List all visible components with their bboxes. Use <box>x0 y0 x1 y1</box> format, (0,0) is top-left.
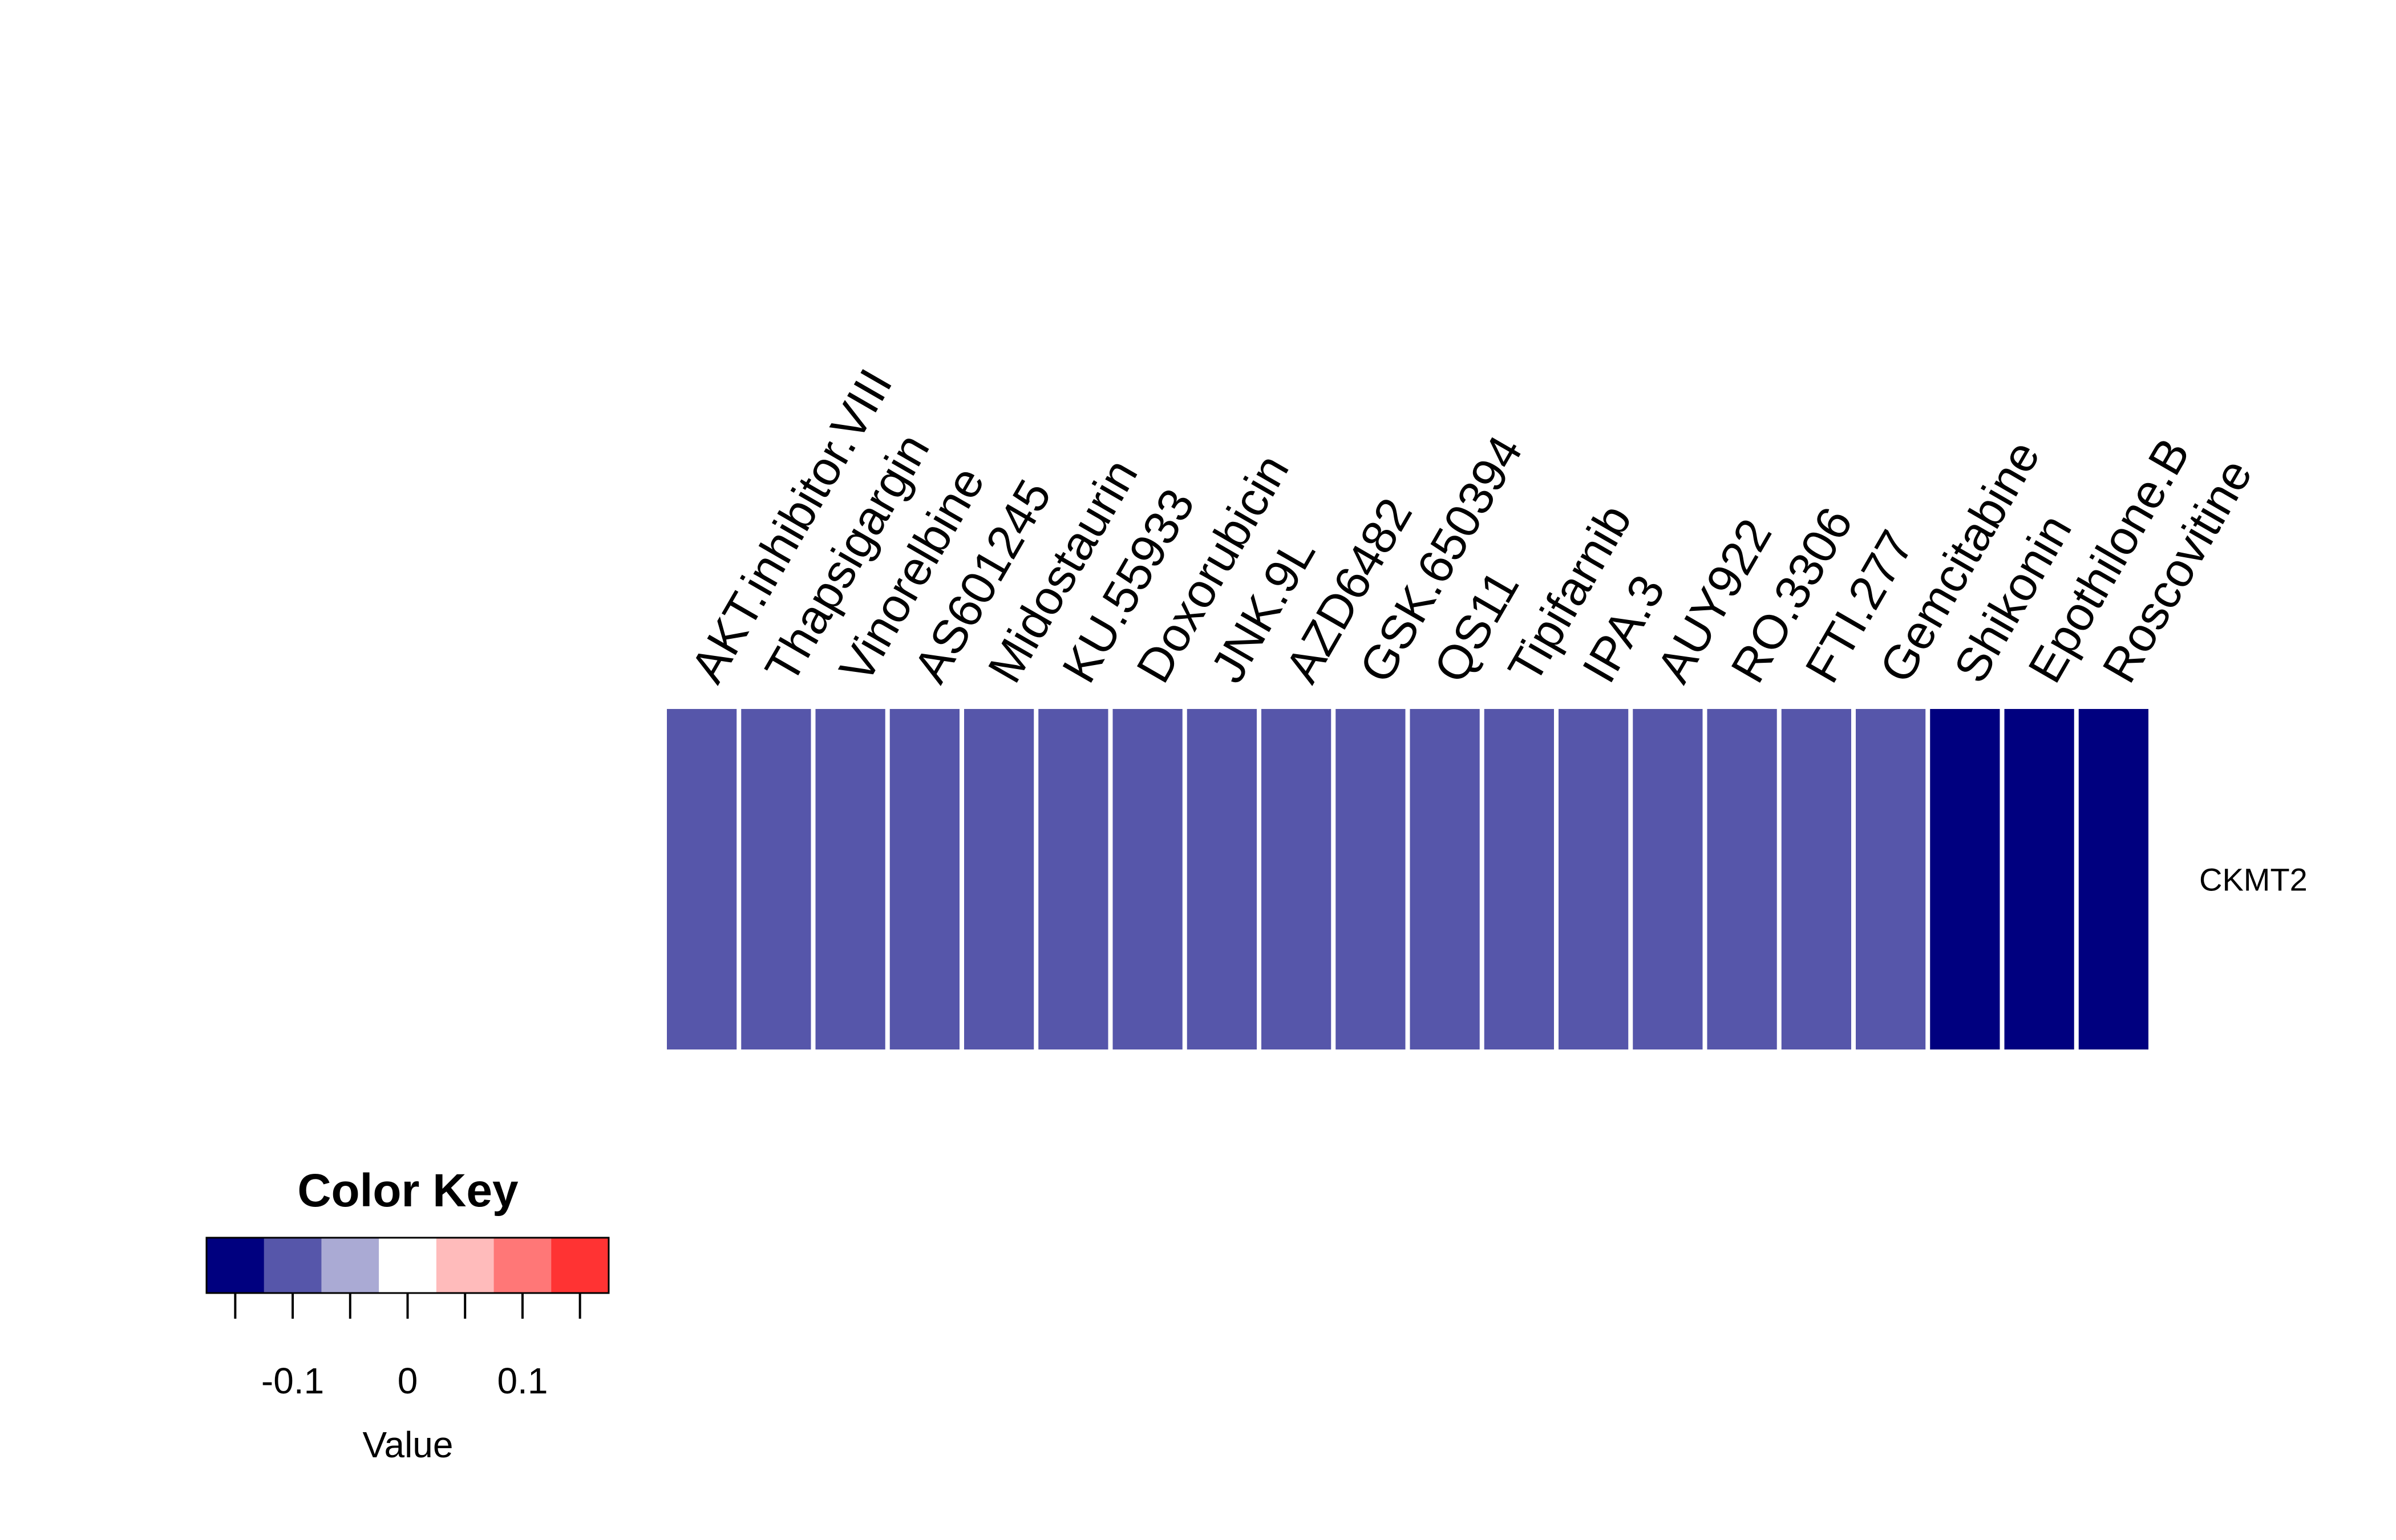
heatmap-cell <box>1261 709 1331 1049</box>
heatmap-cell <box>667 709 737 1049</box>
color-key-swatch <box>493 1238 552 1293</box>
heatmap-cell <box>1633 709 1703 1049</box>
color-key: Color Key -0.1 0 0.1 Value <box>205 1165 610 1465</box>
color-key-swatch <box>264 1238 322 1293</box>
column-labels: AKT.inhibitor.VIIIThapsigarginVinorelbin… <box>680 360 2262 691</box>
heatmap-cell <box>2004 709 2074 1049</box>
heatmap-cell <box>1335 709 1406 1049</box>
heatmap-cell <box>1112 709 1183 1049</box>
heatmap-cell <box>1930 709 2000 1049</box>
heatmap-cell <box>1187 709 1257 1049</box>
color-key-swatch <box>321 1238 379 1293</box>
color-key-tick-label: 0 <box>398 1360 418 1401</box>
heatmap-cell <box>741 709 811 1049</box>
heatmap-cell <box>1038 709 1108 1049</box>
heatmap-cell <box>815 709 885 1049</box>
heatmap-cell <box>1781 709 1851 1049</box>
color-key-tick-label: 0.1 <box>497 1360 548 1401</box>
heatmap-cells <box>667 709 2148 1049</box>
color-key-ticks <box>234 1293 581 1319</box>
color-key-swatch <box>379 1238 437 1293</box>
color-key-swatch <box>436 1238 495 1293</box>
heatmap-cell <box>1856 709 1926 1049</box>
color-key-swatch <box>551 1238 609 1293</box>
heatmap-cell <box>1484 709 1554 1049</box>
color-key-swatch <box>207 1238 265 1293</box>
row-label: CKMT2 <box>2199 862 2308 898</box>
heatmap-cell <box>2078 709 2148 1049</box>
heatmap-cell <box>1410 709 1480 1049</box>
color-key-swatches <box>207 1238 609 1293</box>
heatmap-cell <box>1559 709 1629 1049</box>
heatmap-cell <box>964 709 1034 1049</box>
color-key-tick-label: -0.1 <box>261 1360 324 1401</box>
color-key-xlabel: Value <box>363 1424 454 1465</box>
color-key-title: Color Key <box>297 1165 519 1217</box>
heatmap-cell <box>1707 709 1777 1049</box>
row-labels: CKMT2 <box>2199 862 2308 898</box>
color-key-tick-labels: -0.1 0 0.1 <box>261 1360 548 1401</box>
heatmap-cell <box>889 709 960 1049</box>
